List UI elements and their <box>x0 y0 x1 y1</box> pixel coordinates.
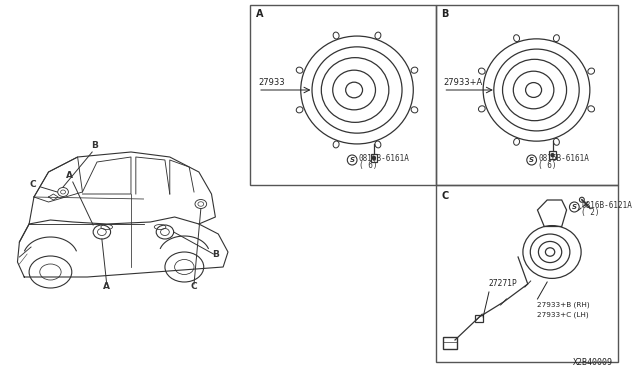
Text: A: A <box>67 171 74 180</box>
Text: 27933+C (LH): 27933+C (LH) <box>538 311 589 317</box>
Circle shape <box>551 154 554 157</box>
Text: S: S <box>529 157 534 163</box>
Text: 0816B-6161A: 0816B-6161A <box>538 154 589 163</box>
Text: ( 2): ( 2) <box>581 208 600 217</box>
Text: ( 6): ( 6) <box>359 160 378 170</box>
Text: B: B <box>442 9 449 19</box>
Text: 27933: 27933 <box>258 78 285 87</box>
Text: X2B40009: X2B40009 <box>573 358 613 367</box>
Text: 27933+B (RH): 27933+B (RH) <box>538 302 590 308</box>
Text: B: B <box>91 141 97 150</box>
Circle shape <box>570 202 579 212</box>
Text: 0816B-6161A: 0816B-6161A <box>359 154 410 163</box>
Text: 0816B-6121A: 0816B-6121A <box>581 201 632 209</box>
Text: 27933+A: 27933+A <box>444 78 483 87</box>
Text: 27271P: 27271P <box>489 279 518 288</box>
Text: C: C <box>442 191 449 201</box>
Text: S: S <box>349 157 355 163</box>
Text: B: B <box>212 250 219 259</box>
Text: C: C <box>29 180 36 189</box>
Circle shape <box>348 155 357 165</box>
Text: A: A <box>103 282 110 291</box>
Text: C: C <box>191 282 197 291</box>
Text: A: A <box>256 9 264 19</box>
Circle shape <box>372 157 375 160</box>
Circle shape <box>527 155 536 165</box>
Text: S: S <box>572 204 577 210</box>
Text: ( 6): ( 6) <box>538 160 557 170</box>
